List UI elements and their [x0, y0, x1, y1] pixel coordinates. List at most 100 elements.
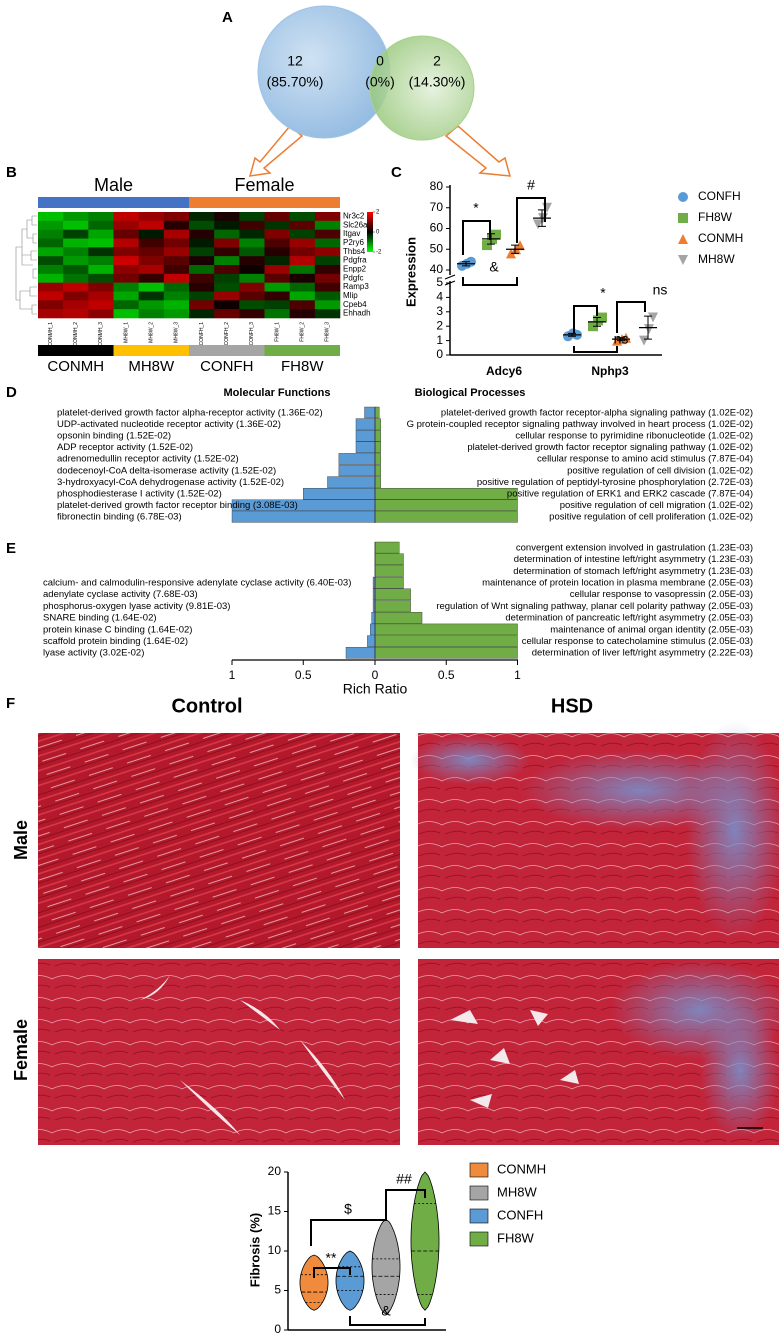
bracket [313, 1267, 351, 1278]
point [482, 240, 492, 251]
heat-cell [214, 229, 240, 239]
image-male-control [38, 733, 400, 948]
bar-right [374, 647, 518, 659]
point [644, 324, 654, 335]
heat-cell [113, 229, 139, 239]
bar-right [374, 623, 518, 636]
gene-label: Pdgfra [343, 256, 367, 265]
venn-count: 0 [376, 53, 384, 69]
heat-cell [189, 291, 215, 301]
y-tick-label: 40 [430, 262, 444, 276]
heat-cell [214, 300, 240, 310]
left-label: SNARE binding (1.64E-02) [43, 613, 157, 624]
heat-cell [264, 291, 290, 301]
legend-label: CONMH [698, 231, 743, 245]
heat-cell [38, 229, 64, 239]
heat-cell [189, 273, 215, 283]
heat-cell [289, 309, 316, 319]
venn-percent: (0%) [365, 74, 395, 90]
y-axis-label: Expression [403, 237, 418, 307]
left-label: protein kinase C binding (1.64E-02) [43, 624, 192, 635]
heat-cell [314, 220, 341, 230]
panel-letter: E [6, 540, 16, 557]
left-label: scaffold protein binding (1.64E-02) [43, 636, 188, 647]
y-tick-label: 70 [430, 200, 444, 214]
sample-label: MH8W_3 [174, 322, 180, 343]
y-tick-label: 5 [436, 275, 443, 289]
heat-cell [63, 229, 89, 239]
heat-cell [314, 238, 341, 248]
bar-right [374, 511, 518, 523]
bar-right [374, 464, 381, 477]
histology [38, 720, 779, 1145]
bar-right [374, 600, 411, 612]
heat-cell [239, 229, 265, 239]
sample-group-bar [38, 345, 114, 356]
heat-cell [264, 282, 290, 292]
error-bar [644, 315, 652, 340]
point [678, 192, 688, 202]
error-bar [617, 337, 625, 342]
right-label: cellular response to pyrimidine ribonucl… [515, 431, 753, 442]
point [678, 213, 688, 223]
heat-cell [113, 238, 139, 248]
heat-cell [264, 220, 290, 230]
right-label: cellular response to amino acid stimulus… [537, 454, 753, 465]
left-label: 3-hydroxyacyl-CoA dehydrogenase activity… [57, 477, 284, 488]
heat-cell [163, 212, 190, 222]
violin [335, 1250, 365, 1311]
heat-cell [88, 265, 114, 275]
heat-cell [239, 291, 265, 301]
bar-left [338, 464, 376, 477]
heat-cell [189, 247, 215, 257]
right-title: Biological Processes [415, 387, 526, 399]
y-tick-label: 60 [430, 221, 444, 235]
heat-cell [264, 273, 290, 283]
heat-cell [113, 256, 139, 266]
gene-label: Itgav [343, 229, 360, 238]
heat-cell [189, 238, 215, 248]
bracket [616, 301, 646, 333]
bar-left [355, 430, 376, 442]
y-tick-label: 15 [268, 1204, 282, 1218]
sample-label: CONMH_2 [73, 322, 79, 347]
bar-left [231, 511, 376, 523]
right-label: positive regulation of cell proliferatio… [549, 512, 753, 523]
heat-cell [88, 291, 114, 301]
sample-label: CONFH_2 [224, 322, 230, 346]
heat-cell [38, 282, 64, 292]
heat-cell [239, 220, 265, 230]
bar-left [367, 635, 376, 647]
heat-cell [189, 282, 215, 292]
heat-cell [163, 273, 190, 283]
heat-cell [88, 309, 114, 319]
panel-letter: A [222, 9, 233, 26]
bracket [516, 197, 546, 243]
bar-right [374, 488, 518, 500]
bar-left [345, 647, 376, 659]
heat-cell [163, 265, 190, 275]
heat-cell [88, 300, 114, 310]
left-label: phosphodiesterase I activity (1.52E-02) [57, 489, 222, 500]
right-label: maintenance of protein location in plasm… [482, 577, 753, 588]
bar-right [374, 553, 404, 566]
legend-label: CONFH [698, 189, 741, 203]
venn-count: 2 [433, 53, 441, 69]
right-label: positive regulation of cell migration (1… [560, 500, 753, 511]
annotation: ns [653, 282, 668, 298]
error-bar [568, 332, 576, 337]
legend-swatch [469, 1208, 489, 1224]
legend-label: MH8W [497, 1184, 537, 1199]
dendrogram [15, 215, 37, 315]
heat-cell [189, 256, 215, 266]
group-label: Male [94, 175, 133, 195]
left-label: dodecenoyl-CoA delta-isomerase activity … [57, 465, 276, 476]
panel-letter: D [6, 384, 17, 401]
sample-group-label: CONMH [47, 358, 104, 375]
heat-cell [138, 212, 165, 222]
heat-cell [314, 229, 341, 239]
gene-label: Ramp3 [343, 282, 369, 291]
heat-cell [289, 256, 316, 266]
heat-cell [214, 247, 240, 257]
heat-cell [189, 212, 215, 222]
